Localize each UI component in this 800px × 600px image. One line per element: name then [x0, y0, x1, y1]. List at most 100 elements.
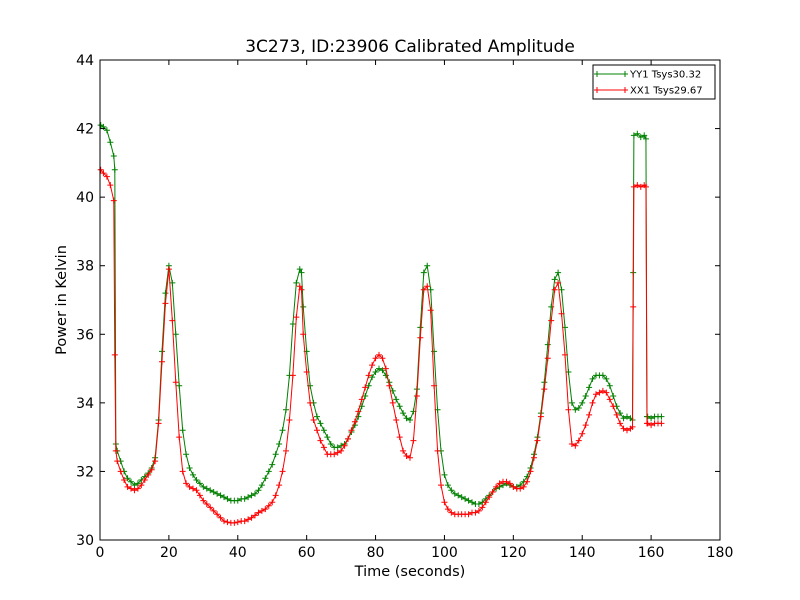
data-point — [531, 454, 537, 461]
data-point — [544, 341, 551, 348]
data-point — [644, 413, 651, 420]
data-point — [279, 427, 286, 434]
data-point — [648, 422, 655, 429]
data-point — [296, 283, 303, 290]
data-point — [396, 434, 403, 441]
data-point — [524, 478, 531, 485]
data-point — [441, 499, 448, 506]
data-point — [203, 485, 210, 492]
data-point — [231, 519, 238, 526]
data-point — [372, 355, 379, 362]
data-point — [124, 483, 131, 490]
data-point — [613, 411, 620, 418]
data-point — [320, 427, 327, 434]
data-point — [427, 286, 434, 293]
data-point — [331, 451, 338, 458]
data-point — [283, 406, 289, 413]
data-point — [624, 427, 630, 434]
data-point — [314, 413, 320, 420]
x-tick-label: 0 — [96, 545, 105, 561]
data-point — [176, 434, 183, 441]
x-tick-label: 20 — [160, 545, 178, 561]
data-point — [245, 494, 252, 501]
x-tick-label: 80 — [367, 545, 385, 561]
data-point — [248, 492, 255, 499]
data-point — [269, 499, 276, 506]
data-point — [221, 518, 227, 525]
data-point — [451, 490, 458, 497]
y-axis-label: Power in Kelvin — [54, 245, 70, 355]
data-point — [572, 442, 579, 449]
data-point — [190, 485, 196, 492]
data-point — [562, 351, 568, 358]
data-point — [462, 495, 469, 502]
data-point — [610, 393, 617, 399]
data-point — [365, 382, 372, 389]
data-point — [527, 468, 534, 475]
tick-layer: 0 20 40 60 80 100 120 140 160 180 30 32 34 36 38 40 42 44 — [76, 53, 733, 561]
data-point — [417, 334, 424, 341]
data-point — [469, 499, 475, 506]
data-point — [493, 483, 500, 490]
plot-frame — [99, 59, 721, 541]
data-point — [620, 425, 627, 432]
data-point — [648, 415, 655, 422]
data-point — [410, 437, 417, 444]
data-point — [455, 492, 462, 499]
data-point — [217, 492, 224, 499]
data-point — [544, 355, 551, 362]
data-point — [296, 266, 303, 273]
plot-background — [100, 60, 720, 540]
data-point — [317, 437, 324, 444]
series-1 — [97, 166, 665, 526]
data-point — [472, 509, 479, 516]
data-point — [100, 170, 107, 177]
data-point — [458, 494, 465, 501]
data-point — [214, 511, 221, 518]
data-point — [155, 420, 162, 427]
data-point — [283, 447, 289, 454]
legend-box — [592, 64, 716, 100]
data-point — [568, 399, 575, 406]
data-point — [159, 358, 165, 365]
data-point — [241, 518, 248, 525]
data-point — [441, 471, 448, 478]
data-point — [475, 507, 482, 514]
data-point — [265, 502, 272, 509]
data-point — [503, 478, 510, 485]
data-point — [486, 494, 493, 501]
data-point — [420, 269, 427, 276]
data-point — [314, 427, 320, 434]
data-point — [586, 411, 593, 418]
data-point — [334, 444, 341, 451]
data-point — [589, 375, 596, 382]
data-point — [379, 355, 386, 362]
data-point — [148, 466, 155, 473]
data-point — [169, 317, 176, 324]
data-point — [575, 405, 582, 411]
data-point — [658, 413, 665, 420]
data-point — [431, 382, 438, 389]
data-point — [407, 454, 413, 461]
data-point — [427, 307, 434, 314]
data-point — [124, 475, 131, 482]
series-layer — [97, 122, 665, 526]
data-point — [134, 485, 141, 492]
data-point — [252, 490, 258, 497]
data-point — [210, 507, 217, 514]
data-point — [610, 403, 617, 410]
data-point — [207, 504, 214, 511]
data-point — [179, 468, 186, 475]
data-point — [634, 130, 641, 137]
data-point — [234, 497, 241, 504]
data-point — [300, 331, 307, 338]
data-point — [482, 499, 489, 506]
y-tick-label: 36 — [76, 327, 94, 343]
data-point — [603, 389, 610, 396]
data-point — [489, 489, 496, 495]
data-point — [293, 314, 300, 321]
data-point — [589, 399, 596, 406]
chart-title: 3C273, ID:23906 Calibrated Amplitude — [245, 37, 575, 57]
data-point — [298, 286, 305, 293]
data-point — [203, 501, 210, 507]
